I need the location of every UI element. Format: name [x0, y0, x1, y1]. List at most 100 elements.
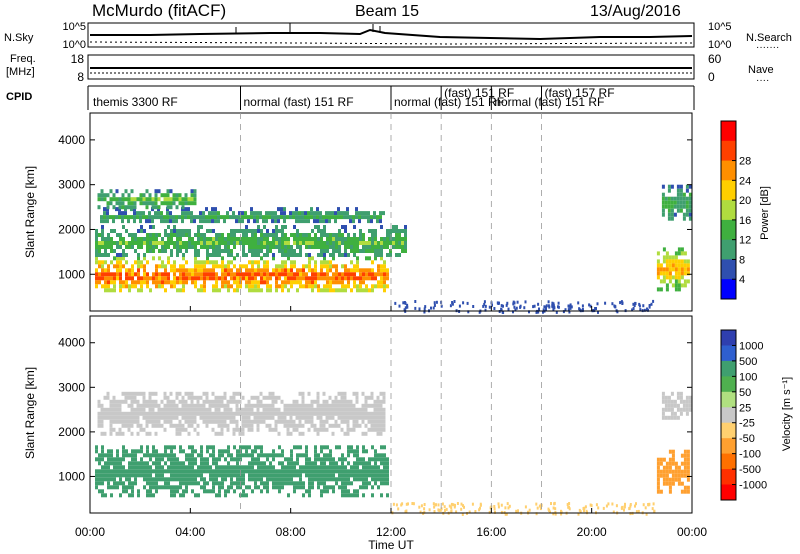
echo-cell [236, 268, 239, 273]
echo-cell [188, 457, 191, 462]
echo-cell [326, 264, 329, 269]
echo-cell [374, 241, 377, 245]
echo-cell [665, 267, 669, 272]
echo-cell [667, 188, 671, 193]
echo-cell [143, 465, 146, 470]
echo-cell [383, 469, 386, 474]
echo-cell [134, 260, 137, 265]
echo-cell [152, 481, 155, 486]
echo-cell [272, 449, 275, 454]
echo-cell [323, 276, 326, 281]
echo-cell [155, 272, 158, 277]
echo-cell [127, 219, 130, 224]
echo-cell [468, 510, 471, 514]
echo-cell [323, 245, 326, 249]
echo-cell [208, 415, 212, 420]
echo-cell [110, 485, 113, 490]
echo-cell [673, 411, 677, 416]
echo-cell [116, 256, 119, 261]
echo-cell [676, 184, 680, 189]
echo-cell [142, 201, 146, 206]
echo-cell [346, 403, 350, 408]
echo-cell [356, 477, 359, 482]
echo-cell [317, 485, 320, 490]
echo-cell [682, 196, 686, 201]
echo-cell [331, 423, 335, 428]
echo-cell [136, 423, 140, 428]
echo-cell [173, 465, 176, 470]
echo-cell [346, 211, 349, 216]
echo-cell [374, 465, 377, 470]
echo-cell [262, 407, 266, 412]
echo-cell [554, 512, 557, 516]
echo-cell [319, 215, 322, 220]
echo-cell [406, 305, 409, 309]
echo-cell [683, 465, 687, 470]
echo-cell [104, 241, 107, 245]
echo-cell [113, 477, 116, 482]
echo-cell [179, 473, 182, 478]
echo-cell [382, 415, 386, 420]
echo-cell [208, 411, 212, 416]
echo-cell [341, 241, 344, 245]
echo-cell [122, 445, 125, 450]
echo-cell [335, 280, 338, 285]
echo-cell [371, 477, 374, 482]
echo-cell [287, 288, 290, 293]
echo-cell [155, 461, 158, 466]
echo-cell [215, 481, 218, 486]
echo-cell [151, 399, 155, 404]
echo-cell [205, 391, 209, 396]
echo-cell [667, 407, 671, 412]
power-ylabel: Slant Range [km] [23, 166, 37, 258]
echo-cell [685, 184, 689, 189]
echo-cell [365, 477, 368, 482]
echo-cell [337, 215, 340, 220]
echo-cell [353, 453, 356, 458]
y-tick-label: 2000 [58, 425, 85, 439]
echo-cell [214, 211, 217, 216]
echo-cell [230, 237, 233, 241]
echo-cell [383, 245, 386, 249]
echo-cell [356, 276, 359, 281]
echo-cell [145, 415, 149, 420]
echo-cell [139, 427, 143, 432]
echo-cell [137, 253, 140, 257]
echo-cell [173, 268, 176, 273]
echo-cell [373, 411, 377, 416]
echo-cell [235, 419, 239, 424]
echo-cell [380, 284, 383, 289]
echo-cell [292, 403, 296, 408]
echo-cell [157, 423, 161, 428]
echo-cell [374, 272, 377, 277]
echo-cell [190, 215, 193, 220]
echo-cell [188, 453, 191, 458]
echo-cell [203, 280, 206, 285]
echo-cell [149, 225, 152, 229]
echo-cell [479, 502, 482, 506]
echo-cell [676, 188, 680, 193]
echo-cell [203, 268, 206, 273]
echo-cell [97, 193, 101, 198]
echo-cell [524, 300, 527, 304]
echo-cell [178, 391, 182, 396]
echo-cell [329, 477, 332, 482]
echo-cell [320, 288, 323, 293]
echo-cell [269, 241, 272, 245]
echo-cell [191, 268, 194, 273]
echo-cell [113, 229, 116, 233]
echo-cell [401, 237, 404, 241]
echo-cell [161, 276, 164, 281]
echo-cell [248, 288, 251, 293]
echo-cell [161, 457, 164, 462]
echo-cell [125, 280, 128, 285]
echo-cell [247, 415, 251, 420]
echo-cell [161, 280, 164, 285]
echo-cell [257, 272, 260, 277]
echo-cell [245, 445, 248, 450]
echo-cell [688, 204, 692, 209]
echo-cell [140, 260, 143, 265]
echo-cell [308, 256, 311, 261]
echo-cell [344, 264, 347, 269]
